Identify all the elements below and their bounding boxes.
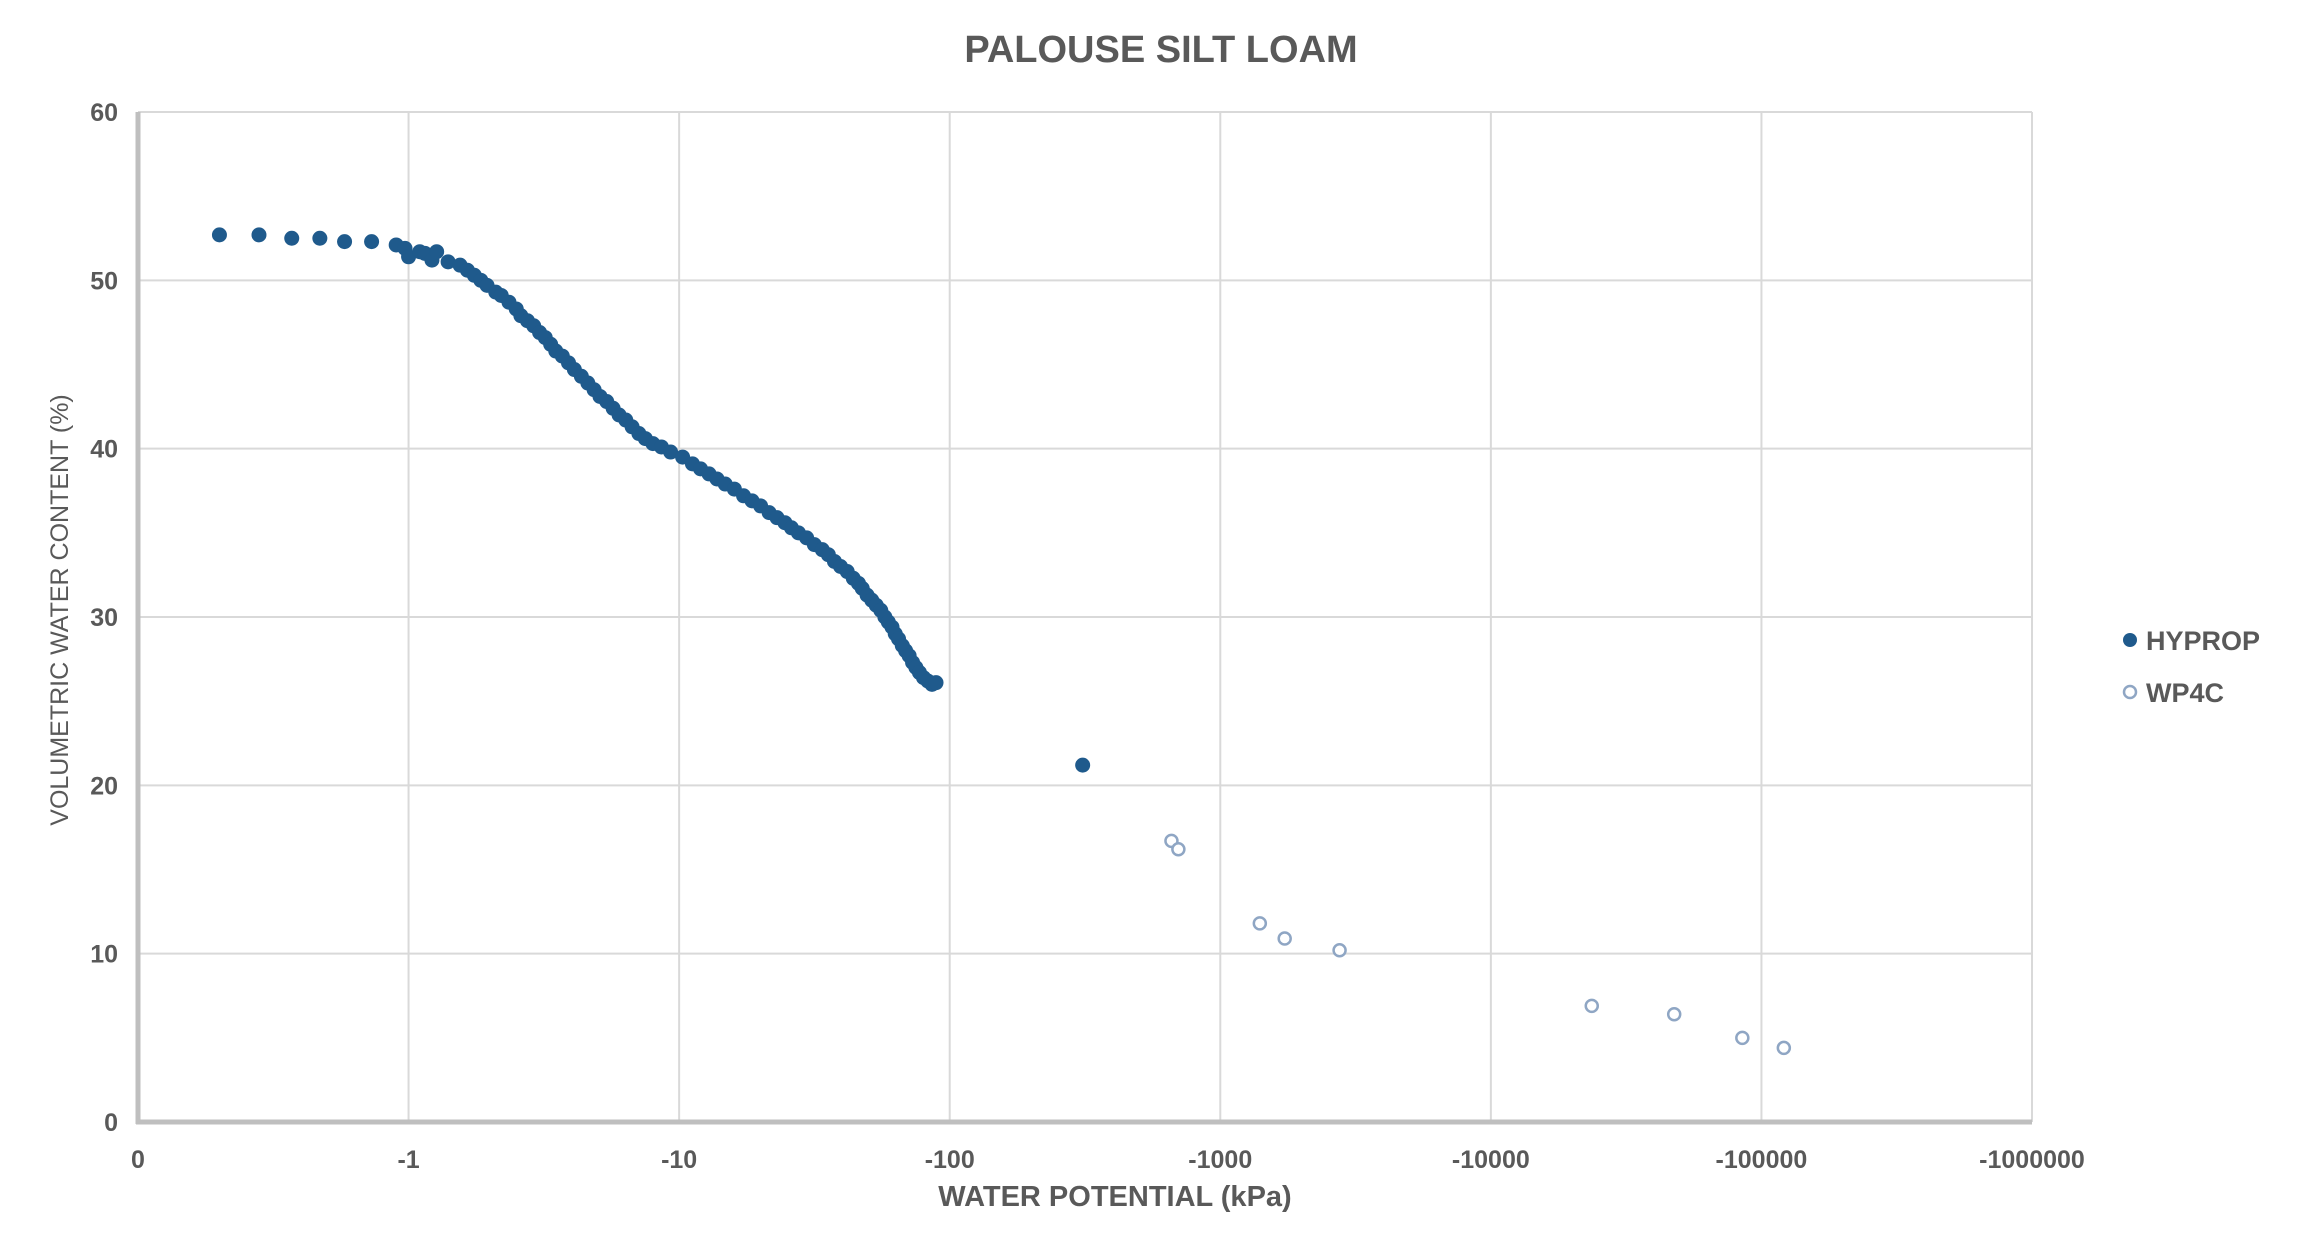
y-axis-title: VOLUMETRIC WATER CONTENT (%) (46, 394, 74, 825)
hyprop-point (928, 675, 944, 691)
x-tick-label: -1000 (1188, 1146, 1252, 1174)
y-tick-label: 10 (90, 941, 118, 969)
chart-title: PALOUSE SILT LOAM (964, 29, 1357, 71)
wp4c-point (1776, 1040, 1792, 1056)
wp4c-point (1277, 931, 1292, 946)
y-tick-label: 30 (90, 604, 118, 632)
x-tick-label: -100 (925, 1146, 975, 1174)
hyprop-point (364, 234, 380, 250)
legend-marker-hyprop (2123, 633, 2137, 647)
gridlines (138, 111, 2033, 1122)
legend: HYPROP WP4C (2122, 626, 2260, 708)
hyprop-point (1075, 757, 1091, 773)
y-tick-labels: 0 10 20 30 40 50 60 (90, 99, 118, 1137)
data-points (211, 227, 1792, 1056)
wp4c-point (1584, 998, 1600, 1014)
x-tick-label: -1 (397, 1146, 419, 1174)
hyprop-point (284, 230, 300, 246)
axes (135, 112, 2032, 1125)
wp4c-point (1735, 1030, 1750, 1046)
x-tick-label: -100000 (1716, 1146, 1808, 1174)
x-axis-title: WATER POTENTIAL (kPa) (938, 1181, 1291, 1213)
x-tick-labels: 0 -1 -10 -100 -1000 -10000 -100000 -1000000 (131, 1146, 2085, 1174)
y-tick-label: 20 (90, 772, 118, 800)
hyprop-point (211, 227, 227, 243)
hyprop-point (337, 234, 353, 250)
wp4c-point (1252, 916, 1268, 931)
hyprop-point (663, 444, 679, 460)
legend-marker-wp4c (2122, 684, 2138, 700)
wp4c-point (1171, 842, 1186, 857)
x-tick-label: -1000000 (1979, 1146, 2085, 1174)
y-tick-label: 60 (90, 99, 118, 127)
x-tick-label: -10000 (1452, 1146, 1530, 1174)
legend-label-wp4c: WP4C (2146, 678, 2224, 708)
hyprop-point (429, 244, 445, 260)
y-tick-label: 50 (90, 267, 118, 295)
hyprop-point (401, 249, 417, 265)
x-tick-label: -10 (661, 1146, 697, 1174)
y-tick-label: 40 (90, 436, 118, 464)
wp4c-point (1332, 943, 1347, 958)
legend-label-hyprop: HYPROP (2146, 626, 2260, 656)
wp4c-point (1666, 1007, 1682, 1022)
hyprop-point (251, 227, 267, 243)
x-tick-label: 0 (131, 1146, 145, 1174)
y-tick-label: 0 (104, 1109, 118, 1137)
hyprop-point (312, 230, 328, 246)
hyprop-point (440, 254, 456, 270)
